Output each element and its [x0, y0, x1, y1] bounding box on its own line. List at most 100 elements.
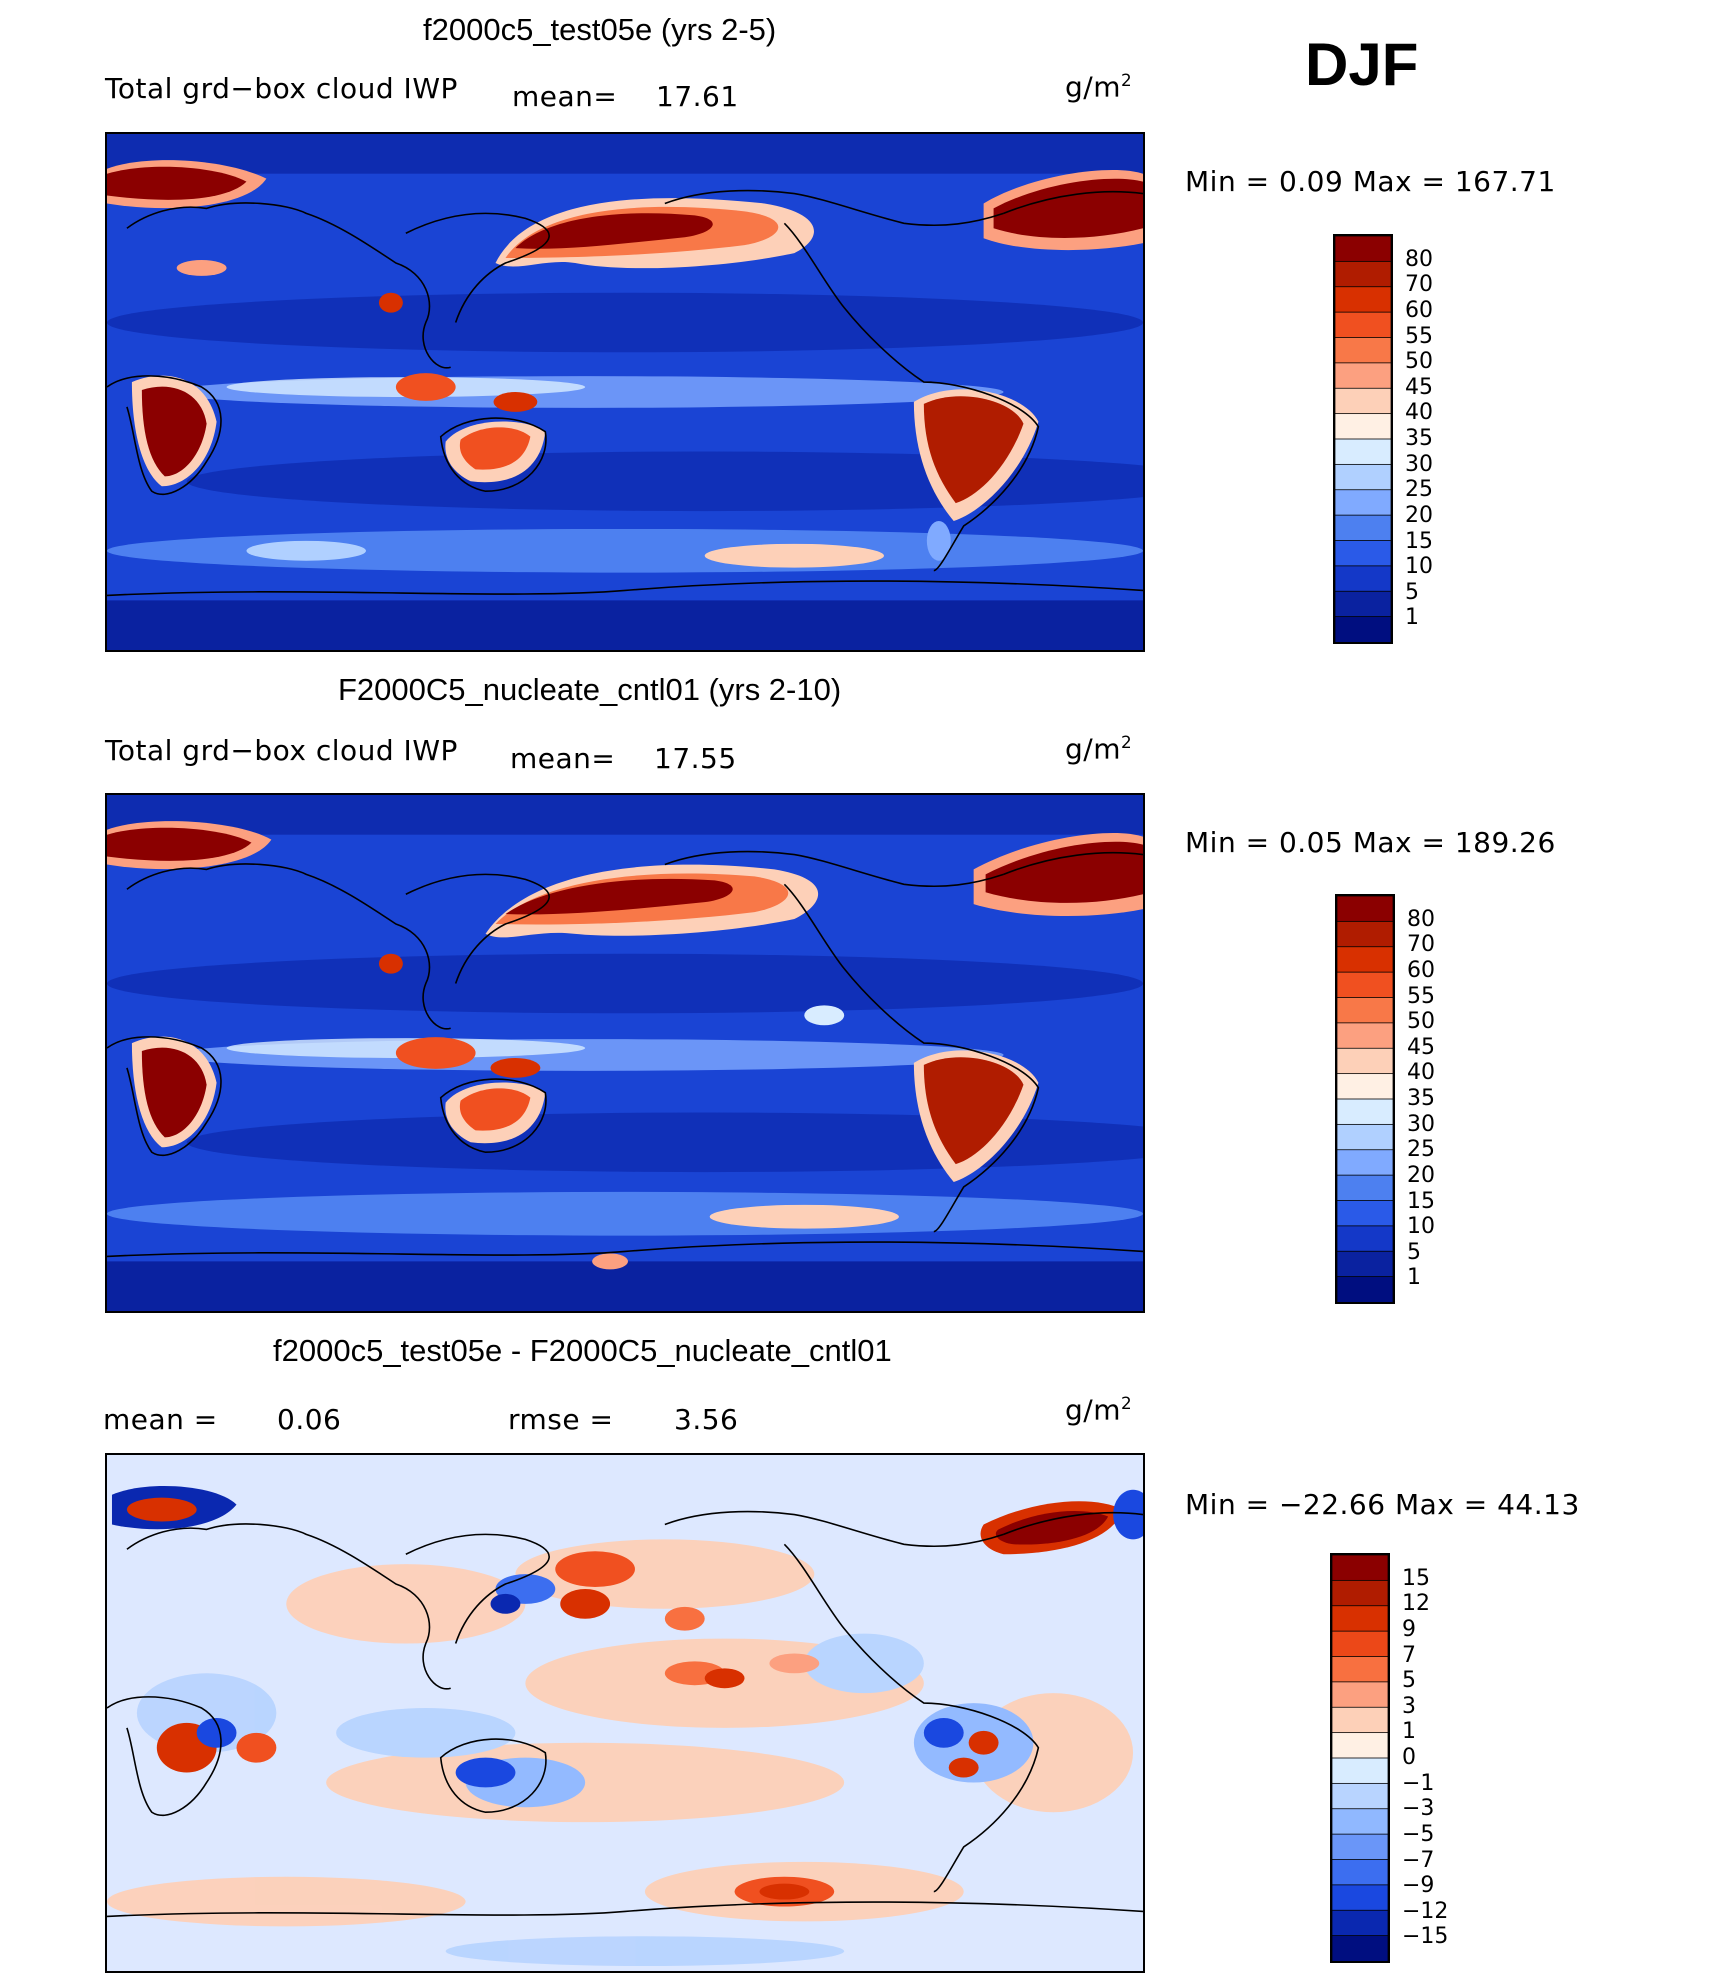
colorbar-tick-label: 30 — [1405, 451, 1433, 477]
colorbar-tick-label: 1 — [1405, 605, 1419, 631]
colorbar-swatch — [1335, 337, 1391, 364]
colorbar-tick-label: 55 — [1405, 323, 1433, 349]
colorbar-swatch — [1337, 1149, 1393, 1177]
colorbar-swatch — [1335, 286, 1391, 314]
colorbar-swatch — [1335, 463, 1391, 491]
colorbar-swatch — [1335, 565, 1391, 593]
colorbar-swatch — [1337, 1225, 1393, 1253]
panel3-minmax: Min = −22.66 Max = 44.13 — [1185, 1488, 1580, 1521]
colorbar-tick-label: 40 — [1407, 1060, 1435, 1086]
panel3-title: f2000c5_test05e - F2000C5_nucleate_cntl0… — [273, 1333, 892, 1368]
season-label: DJF — [1305, 31, 1419, 98]
colorbar-swatch — [1335, 590, 1391, 618]
colorbar-swatch — [1332, 1706, 1388, 1734]
colorbar-tick-label: 5 — [1405, 579, 1419, 605]
panel2-units: g/m2 — [1065, 732, 1133, 766]
panel1-title: f2000c5_test05e (yrs 2-5) — [423, 12, 777, 47]
colorbar-swatch — [1337, 1123, 1393, 1151]
colorbar-swatch — [1335, 489, 1391, 517]
colorbar-swatch — [1335, 311, 1391, 339]
colorbar-swatch — [1337, 997, 1393, 1024]
colorbar-swatch — [1332, 1757, 1388, 1785]
colorbar-swatch — [1337, 1047, 1393, 1075]
colorbar-tick-label: 7 — [1402, 1642, 1416, 1668]
colorbar-tick-label: 1 — [1407, 1265, 1421, 1291]
colorbar-tick-label: 1 — [1402, 1719, 1416, 1745]
colorbar-swatch — [1337, 1250, 1393, 1278]
colorbar-swatch — [1332, 1859, 1388, 1886]
colorbar-swatch — [1332, 1808, 1388, 1836]
colorbar-swatch — [1332, 1782, 1388, 1810]
colorbar-swatch — [1337, 1174, 1393, 1202]
colorbar-swatch — [1337, 971, 1393, 999]
panel2-mean-value: 17.55 — [654, 742, 737, 775]
colorbar-tick-label: −7 — [1402, 1847, 1435, 1873]
colorbar-tick-label: 20 — [1407, 1162, 1435, 1188]
colorbar-tick-label: 35 — [1407, 1086, 1435, 1111]
colorbar-tick-label: 10 — [1407, 1214, 1435, 1240]
colorbar-tick-label: 12 — [1402, 1591, 1430, 1617]
panel2-mean-label: mean= — [510, 742, 616, 775]
colorbar-swatch — [1332, 1681, 1388, 1709]
panel1-colorbar — [1333, 234, 1393, 644]
colorbar-swatch — [1337, 896, 1393, 923]
colorbar-tick-label: 50 — [1405, 349, 1433, 375]
colorbar-swatch — [1335, 362, 1391, 390]
colorbar-tick-label: −3 — [1402, 1796, 1435, 1822]
colorbar-tick-label: 5 — [1402, 1668, 1416, 1694]
colorbar-swatch — [1332, 1656, 1388, 1683]
colorbar-swatch — [1337, 1200, 1393, 1227]
colorbar-tick-label: 0 — [1402, 1745, 1416, 1770]
colorbar-tick-label: −5 — [1402, 1821, 1435, 1847]
colorbar-swatch — [1332, 1605, 1388, 1633]
colorbar-swatch — [1332, 1579, 1388, 1607]
colorbar-tick-label: 60 — [1407, 957, 1435, 983]
colorbar-swatch — [1332, 1833, 1388, 1861]
colorbar-tick-label: 45 — [1405, 374, 1433, 400]
colorbar-tick-label: 3 — [1402, 1693, 1416, 1719]
colorbar-tick-label: 25 — [1405, 477, 1433, 503]
colorbar-tick-label: −15 — [1402, 1924, 1449, 1950]
colorbar-tick-label: 70 — [1407, 932, 1435, 958]
colorbar-swatch — [1337, 920, 1393, 948]
colorbar-tick-label: 60 — [1405, 297, 1433, 323]
colorbar-swatch — [1335, 387, 1391, 415]
colorbar-tick-label: 70 — [1405, 272, 1433, 298]
panel3-units: g/m2 — [1065, 1393, 1133, 1427]
colorbar-swatch — [1332, 1630, 1388, 1658]
colorbar-swatch — [1337, 1098, 1393, 1126]
panel3-rmse-value: 3.56 — [674, 1403, 739, 1436]
colorbar-tick-label: 15 — [1407, 1188, 1435, 1214]
panel1-map — [105, 132, 1145, 652]
colorbar-tick-label: 15 — [1405, 528, 1433, 554]
colorbar-swatch — [1337, 1276, 1393, 1302]
colorbar-swatch — [1335, 438, 1391, 466]
colorbar-tick-label: 15 — [1402, 1565, 1430, 1591]
panel3-rmse-label: rmse = — [508, 1403, 614, 1436]
colorbar-tick-label: 20 — [1405, 502, 1433, 528]
colorbar-swatch — [1332, 1935, 1388, 1961]
colorbar-swatch — [1332, 1732, 1388, 1759]
colorbar-swatch — [1335, 514, 1391, 542]
colorbar-tick-label: 80 — [1407, 906, 1435, 932]
colorbar-swatch — [1335, 540, 1391, 567]
colorbar-tick-label: 5 — [1407, 1239, 1421, 1265]
colorbar-swatch — [1332, 1884, 1388, 1912]
panel2-field-label: Total grd−box cloud IWP — [105, 734, 458, 767]
colorbar-tick-label: 25 — [1407, 1137, 1435, 1163]
panel1-mean-value: 17.61 — [656, 80, 739, 113]
panel3-colorbar — [1330, 1553, 1390, 1963]
panel2-minmax: Min = 0.05 Max = 189.26 — [1185, 826, 1556, 859]
colorbar-tick-label: 10 — [1405, 554, 1433, 580]
colorbar-tick-label: 30 — [1407, 1111, 1435, 1137]
colorbar-swatch — [1335, 236, 1391, 263]
colorbar-swatch — [1337, 1073, 1393, 1100]
colorbar-swatch — [1337, 1022, 1393, 1050]
panel1-field-label: Total grd−box cloud IWP — [105, 72, 458, 105]
colorbar-tick-label: 35 — [1405, 426, 1433, 451]
colorbar-swatch — [1335, 413, 1391, 440]
colorbar-swatch — [1332, 1555, 1388, 1582]
colorbar-tick-label: 80 — [1405, 246, 1433, 272]
colorbar-tick-label: −12 — [1402, 1898, 1449, 1924]
colorbar-tick-label: 50 — [1407, 1009, 1435, 1035]
